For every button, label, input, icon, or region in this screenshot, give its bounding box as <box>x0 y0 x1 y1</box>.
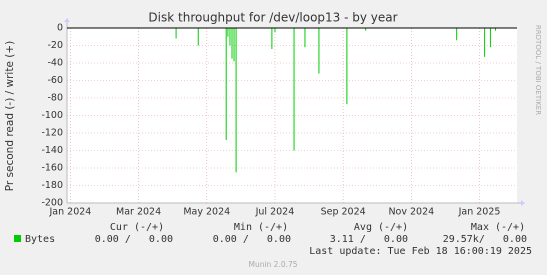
legend-header: Max (-/+) <box>471 222 525 233</box>
last-update: Last update: Tue Feb 18 16:00:19 2025 <box>309 246 532 257</box>
y-tick-label: -120 <box>41 128 63 139</box>
axis-arrow <box>521 200 525 206</box>
y-tick-label: -200 <box>41 198 63 209</box>
axis-arrow <box>64 18 70 22</box>
chart-title: Disk throughput for /dev/loop13 - by yea… <box>148 11 397 25</box>
y-tick-label: -80 <box>47 93 63 104</box>
x-tick-label: Jan 2025 <box>458 207 501 218</box>
legend-label: Bytes <box>25 234 55 245</box>
x-tick-label: May 2024 <box>183 207 230 218</box>
footer: Munin 2.0.75 <box>248 260 297 269</box>
y-tick-label: -20 <box>47 40 63 51</box>
y-tick-label: -40 <box>47 58 63 69</box>
legend-header: Cur (-/+) <box>110 222 164 233</box>
y-tick-label: -180 <box>41 180 63 191</box>
y-tick-label: -60 <box>47 75 63 86</box>
y-tick-label: -140 <box>41 145 63 156</box>
y-axis-label: Pr second read (-) / write (+) <box>4 41 16 192</box>
x-tick-label: Jan 2024 <box>48 207 91 218</box>
x-tick-label: Nov 2024 <box>388 207 434 218</box>
y-tick-label: 0 <box>57 23 63 34</box>
y-tick-label: -100 <box>41 110 63 121</box>
legend-value: 3.11 / 0.00 <box>330 234 408 245</box>
side-label: RRDTOOL / TOBI OETIKER <box>534 25 542 115</box>
legend-value: 0.00 / 0.00 <box>95 234 173 245</box>
y-tick-label: -160 <box>41 163 63 174</box>
legend-header: Avg (-/+) <box>354 222 408 233</box>
x-tick-label: Jul 2024 <box>255 207 295 218</box>
legend-header: Min (-/+) <box>234 222 288 233</box>
x-tick-label: Sep 2024 <box>321 207 366 218</box>
legend-swatch <box>14 235 21 242</box>
legend-value: 0.00 / 0.00 <box>213 234 291 245</box>
legend-value: 29.57k/ 0.00 <box>443 234 527 245</box>
x-tick-label: Mar 2024 <box>116 207 161 218</box>
